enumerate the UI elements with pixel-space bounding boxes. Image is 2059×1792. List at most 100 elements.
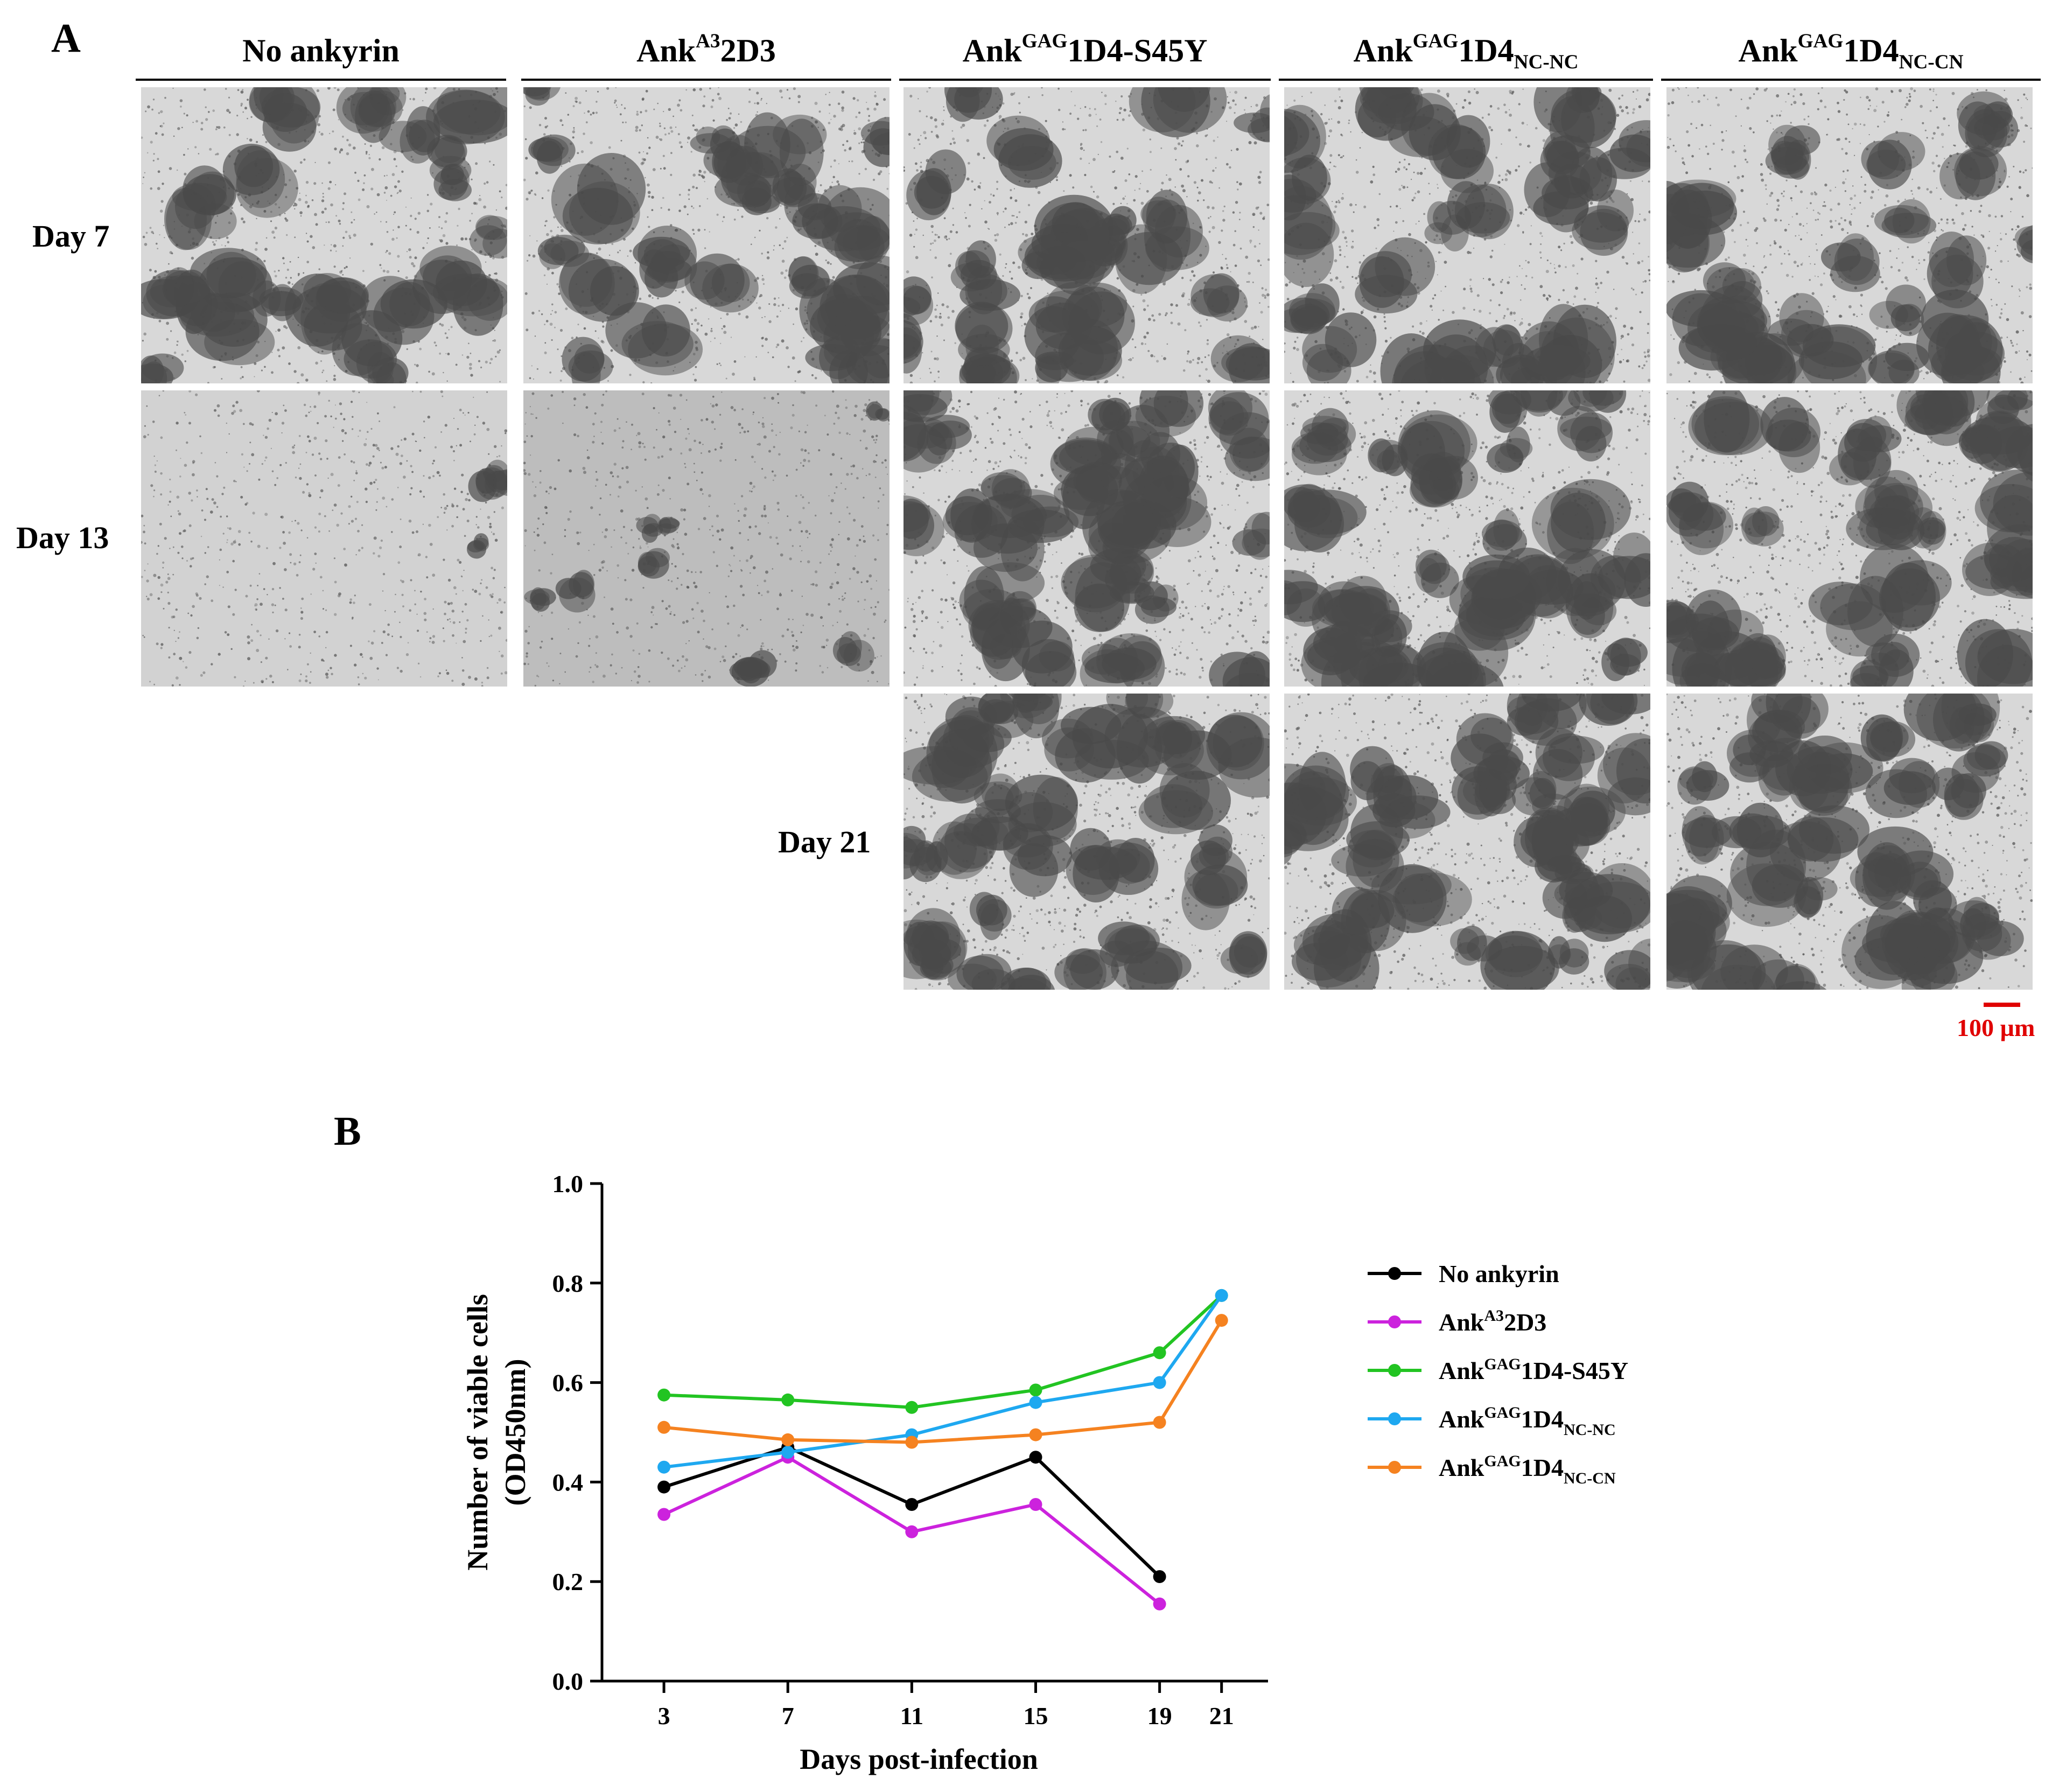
series-line xyxy=(663,1294,1223,1409)
micrograph-image xyxy=(141,87,507,383)
data-point xyxy=(905,1498,919,1511)
column-header-rest: 1D4 xyxy=(1458,33,1514,68)
micrograph-image xyxy=(1666,390,2033,687)
legend-label-base: Ank xyxy=(1439,1454,1484,1481)
row-label-1: Day 13 xyxy=(16,520,109,555)
data-point xyxy=(781,1451,795,1464)
y-tick-label: 0.2 xyxy=(552,1568,584,1595)
data-point xyxy=(1215,1289,1228,1302)
data-point xyxy=(905,1436,919,1449)
column-header-4: AnkGAG1D4NC-CN xyxy=(1661,30,2041,81)
series-3 xyxy=(657,1289,1228,1474)
series-0 xyxy=(657,1440,1166,1583)
data-point xyxy=(1153,1416,1166,1429)
column-header-superscript: A3 xyxy=(696,30,720,52)
data-point xyxy=(1215,1289,1228,1302)
y-tick-label: 0.6 xyxy=(552,1369,584,1397)
legend-label-rest: 2D3 xyxy=(1504,1308,1546,1336)
data-point xyxy=(657,1420,671,1434)
data-point xyxy=(1029,1451,1042,1464)
chart-axes: 0.0 0.2 0.4 0.6 0.8 1.0 3 7 11 15 19 21 xyxy=(552,1170,1268,1730)
column-header-superscript: GAG xyxy=(1412,30,1459,52)
legend-label-superscript: GAG xyxy=(1484,1404,1521,1422)
x-tick-label: 21 xyxy=(1209,1702,1234,1730)
data-point xyxy=(1153,1376,1166,1389)
x-axis-label: Days post-infection xyxy=(800,1743,1038,1775)
legend-label-base: Ank xyxy=(1439,1405,1484,1433)
legend-label-base: Ank xyxy=(1439,1357,1484,1384)
x-tick-label: 7 xyxy=(782,1702,794,1730)
row-label-2: Day 21 xyxy=(778,824,871,859)
legend-label-rest: 1D4 xyxy=(1521,1405,1564,1433)
micrograph-image xyxy=(1284,87,1650,383)
y-tick-label: 0.4 xyxy=(552,1468,584,1496)
series-4 xyxy=(657,1314,1228,1449)
legend-label-rest: 1D4-S45Y xyxy=(1521,1357,1628,1384)
column-header-subscript: NC-CN xyxy=(1899,51,1964,74)
micrograph-day21-col2 xyxy=(904,694,1270,990)
data-point xyxy=(781,1393,795,1406)
micrograph-image xyxy=(141,390,507,687)
data-point xyxy=(1029,1428,1042,1441)
series-1 xyxy=(657,1451,1166,1611)
micrograph-image xyxy=(1666,87,2033,383)
micrograph-day21-col4 xyxy=(1666,694,2033,990)
micrograph-day7-col1 xyxy=(523,87,890,383)
legend-label: No ankyrin xyxy=(1439,1260,1559,1287)
data-point xyxy=(781,1446,795,1459)
data-point xyxy=(1029,1498,1042,1511)
micrograph-day21-col3 xyxy=(1284,694,1650,990)
series-line xyxy=(663,1294,1223,1469)
x-tick-label: 11 xyxy=(900,1702,923,1730)
micrograph-day7-col4 xyxy=(1666,87,2033,383)
data-point xyxy=(657,1460,671,1474)
legend-item: AnkA32D3 xyxy=(1368,1307,1546,1336)
data-point xyxy=(905,1428,919,1441)
legend-label: AnkA32D3 xyxy=(1439,1307,1546,1336)
column-header-rest: 2D3 xyxy=(720,33,776,68)
y-tick-label: 0.8 xyxy=(552,1270,584,1297)
data-point xyxy=(1215,1314,1228,1327)
column-header-subscript: NC-NC xyxy=(1514,51,1579,74)
legend-item: AnkGAG1D4NC-NC xyxy=(1368,1404,1616,1439)
legend-label: AnkGAG1D4-S45Y xyxy=(1439,1355,1628,1384)
series-line xyxy=(663,1455,1161,1606)
legend-label-base: Ank xyxy=(1439,1308,1484,1336)
series-line xyxy=(663,1445,1161,1578)
legend-label: AnkGAG1D4NC-NC xyxy=(1439,1404,1616,1439)
panel-b-label: B xyxy=(334,1109,361,1154)
legend-label-superscript: A3 xyxy=(1484,1307,1504,1325)
micrograph-day7-col0 xyxy=(141,87,507,383)
micrograph-day13-col0 xyxy=(141,390,507,687)
data-point xyxy=(905,1401,919,1414)
series-2 xyxy=(657,1289,1228,1414)
micrograph-image xyxy=(904,694,1270,990)
legend-label-subscript: NC-CN xyxy=(1564,1469,1616,1487)
column-header-rest: 1D4 xyxy=(1843,33,1899,68)
scale-bar xyxy=(1984,1003,2020,1007)
y-tick-label: 1.0 xyxy=(552,1170,584,1198)
x-tick-label: 3 xyxy=(658,1702,670,1730)
y-axis-label-line1: Number of viable cells xyxy=(461,1294,494,1570)
micrograph-day13-col2 xyxy=(904,390,1270,687)
micrograph-image xyxy=(523,390,890,687)
column-header-1: AnkA32D3 xyxy=(521,30,891,81)
column-header-2: AnkGAG1D4-S45Y xyxy=(899,31,1271,81)
data-point xyxy=(1029,1396,1042,1409)
column-header-superscript: GAG xyxy=(1797,30,1844,52)
legend-swatch-marker xyxy=(1388,1412,1401,1425)
data-point xyxy=(657,1388,671,1402)
data-point xyxy=(657,1480,671,1494)
column-header-base: Ank xyxy=(1353,33,1413,68)
legend-label-base: No ankyrin xyxy=(1439,1260,1559,1287)
data-point xyxy=(1153,1346,1166,1360)
micrograph-day13-col4 xyxy=(1666,390,2033,687)
legend-swatch-marker xyxy=(1388,1315,1401,1328)
chart-legend: No ankyrinAnkA32D3AnkGAG1D4-S45YAnkGAG1D… xyxy=(1368,1260,1628,1487)
scale-bar-label: 100 µm xyxy=(1957,1014,2035,1041)
micrograph-day7-col3 xyxy=(1284,87,1650,383)
micrograph-image xyxy=(1666,694,2033,990)
x-tick-label: 19 xyxy=(1147,1702,1172,1730)
x-tick-label: 15 xyxy=(1023,1702,1048,1730)
row-label-0: Day 7 xyxy=(32,219,110,254)
